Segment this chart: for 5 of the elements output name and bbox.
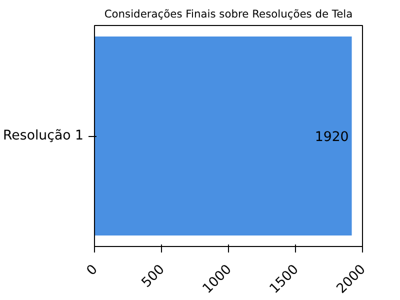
chart-title: Considerações Finais sobre Resoluções de Tela bbox=[104, 8, 353, 20]
data-label: 1920 bbox=[314, 130, 349, 145]
x-tick-label: 0 bbox=[84, 262, 101, 279]
y-tick-label: Resolução 1 bbox=[3, 128, 84, 144]
x-tick-label: 500 bbox=[139, 262, 168, 291]
